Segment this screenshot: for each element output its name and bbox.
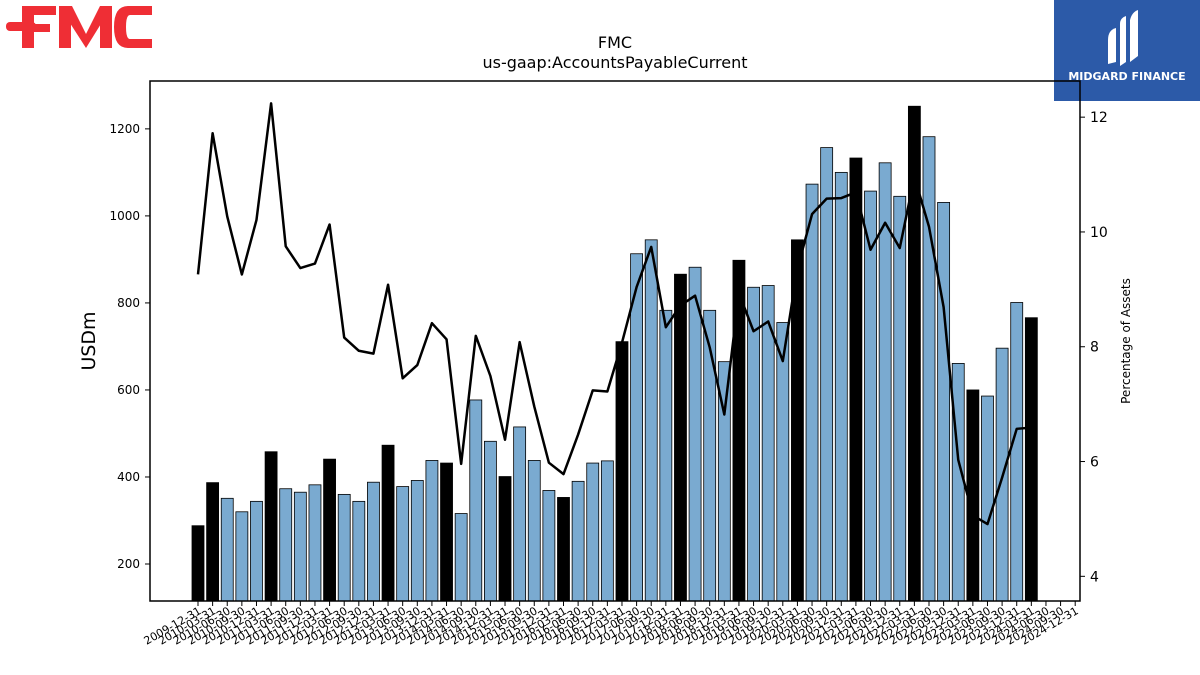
y-tick-label: 200 [117, 557, 140, 571]
bar [600, 460, 614, 602]
bar [937, 202, 951, 602]
bar [776, 322, 790, 602]
y2-axis-label: Percentage of Assets [1119, 278, 1133, 404]
right-axis: 4 6 8 10 12 [1080, 110, 1108, 585]
bar [1024, 317, 1038, 602]
bar [381, 444, 395, 602]
bar [527, 460, 541, 602]
bar [250, 500, 263, 602]
y-tick-label: 1000 [109, 209, 140, 223]
bar [659, 309, 673, 602]
bar [864, 190, 877, 602]
bar [264, 451, 278, 602]
bar [293, 491, 307, 602]
bar [893, 195, 907, 602]
bar [542, 490, 556, 602]
bar [981, 395, 994, 602]
bar-series [191, 105, 1038, 602]
bar [688, 266, 702, 602]
bar [410, 480, 424, 602]
bar [834, 171, 848, 602]
y2-tick-label: 10 [1090, 225, 1108, 241]
line-series [196, 102, 1032, 526]
bar [513, 426, 527, 602]
fmc-logo [4, 4, 154, 56]
bar [615, 341, 629, 602]
bar [498, 476, 512, 602]
bar [674, 273, 687, 602]
x-axis: 2009-12-312010-03-312010-06-302010-09-30… [142, 601, 1081, 648]
bar [1010, 302, 1024, 602]
bar [440, 462, 453, 602]
plot-frame [149, 80, 1081, 602]
bar [571, 480, 585, 602]
bar [644, 239, 658, 602]
bar [747, 286, 760, 602]
midgard-finance-wordmark: MIDGARD FINANCE [1068, 70, 1185, 83]
bar [820, 147, 834, 602]
percentage-line [196, 102, 1032, 526]
midgard-finance-logo: MIDGARD FINANCE [1054, 0, 1200, 101]
bar [425, 460, 439, 602]
chart-title: FMC [598, 33, 632, 52]
bar [849, 157, 863, 602]
bar [323, 458, 336, 602]
bar [586, 462, 600, 602]
bar [483, 440, 497, 602]
y-axis-label: USDm [78, 311, 100, 370]
bar [469, 399, 483, 602]
bar [703, 309, 717, 602]
bar [337, 493, 351, 602]
bar [922, 136, 936, 602]
bar [235, 511, 249, 602]
bar [191, 525, 205, 602]
bar [557, 497, 570, 602]
bar [308, 484, 322, 602]
bar [951, 363, 965, 602]
bar [805, 183, 819, 602]
left-axis: 200 400 600 800 1000 1200 [109, 122, 150, 571]
chart-subtitle: us-gaap:AccountsPayableCurrent [482, 53, 747, 72]
bar [732, 259, 746, 602]
y2-tick-label: 8 [1090, 340, 1099, 356]
y2-tick-label: 4 [1090, 569, 1099, 585]
bar [206, 482, 220, 602]
y2-tick-label: 6 [1090, 455, 1099, 471]
bar [352, 500, 366, 602]
bar [279, 488, 293, 602]
bar [220, 497, 234, 602]
bar [454, 513, 468, 602]
bar [396, 486, 410, 602]
y-tick-label: 400 [117, 470, 140, 484]
bar [367, 481, 380, 602]
y2-tick-label: 12 [1090, 110, 1108, 126]
y-tick-label: 800 [117, 296, 140, 310]
y-tick-label: 600 [117, 383, 140, 397]
y-tick-label: 1200 [109, 122, 140, 136]
